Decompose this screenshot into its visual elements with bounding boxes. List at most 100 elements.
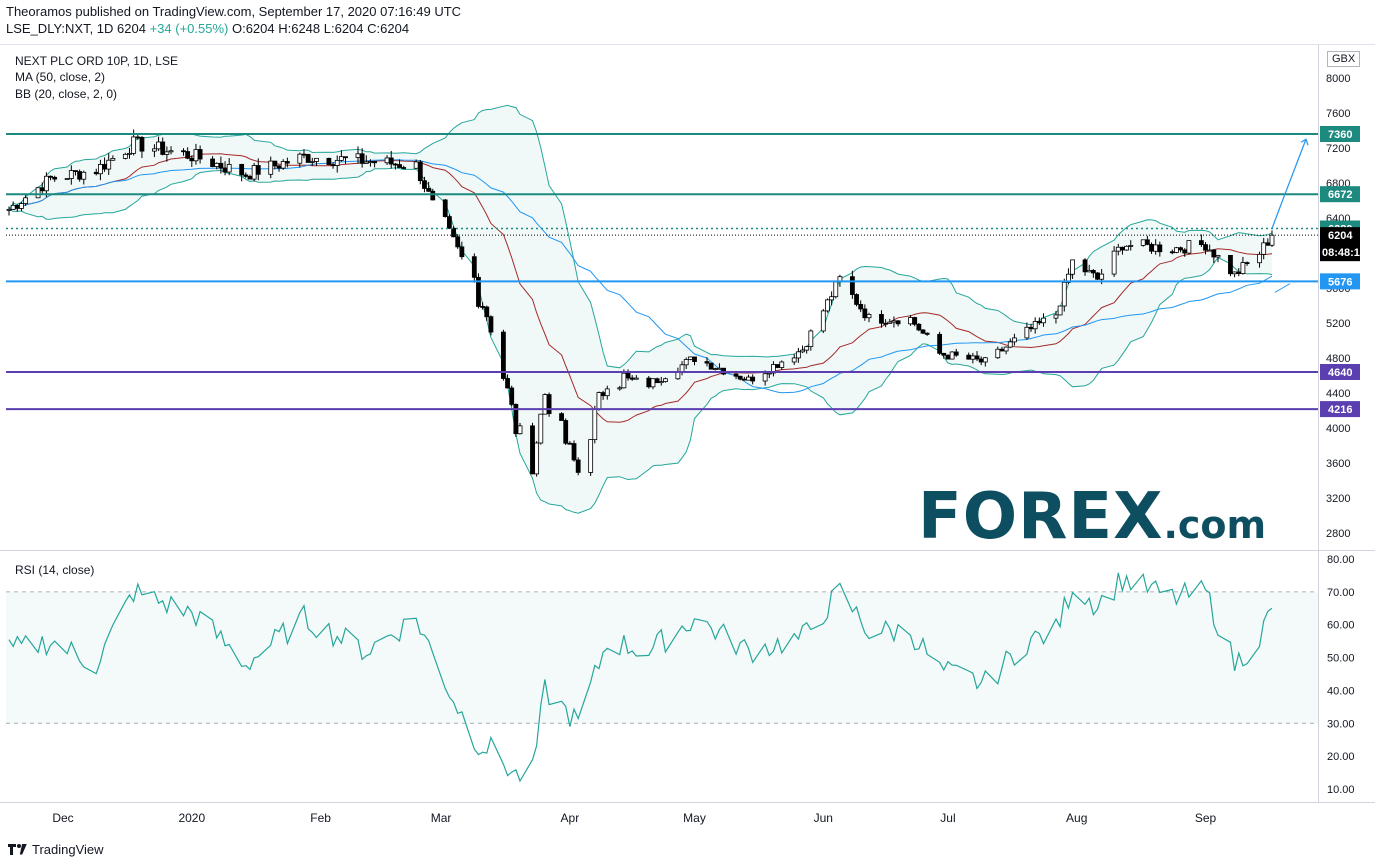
candle-body: [1140, 239, 1146, 246]
candle-body: [451, 227, 456, 238]
candle-body: [1070, 259, 1075, 275]
candle-body: [808, 330, 814, 348]
quote-change: +34 (+0.55%): [149, 21, 232, 36]
candle-body: [1111, 250, 1117, 275]
candle-body: [330, 164, 336, 166]
candle-body: [1028, 326, 1034, 330]
candle-body: [268, 160, 274, 175]
price-tick-label: 4400: [1326, 388, 1350, 400]
candle-body: [210, 158, 215, 167]
candle-body: [392, 163, 398, 166]
forex-logo-text: FOREX: [918, 480, 1164, 554]
candle-body: [1115, 246, 1121, 252]
time-tick-label: Aug: [1066, 811, 1087, 825]
candle-body: [795, 351, 801, 359]
last-price-label: 6204: [1328, 230, 1353, 242]
candle-body: [912, 317, 918, 325]
candle-body: [1120, 246, 1125, 251]
candle-body: [746, 376, 751, 381]
candle-body: [937, 333, 943, 354]
candle-body: [708, 362, 714, 370]
rsi-tick-label: 10.00: [1327, 784, 1355, 796]
time-tick-label: 2020: [178, 811, 205, 825]
candle-body: [401, 167, 407, 169]
rsi-band-fill: [6, 591, 1318, 724]
candle-body: [1057, 305, 1063, 316]
candle-body: [966, 354, 972, 360]
symbol-title[interactable]: NEXT PLC ORD 10P, 1D, LSE: [15, 54, 178, 68]
candle-body: [559, 413, 564, 421]
candle-body: [338, 156, 344, 161]
time-tick-label: Jul: [940, 811, 955, 825]
ma-indicator-label[interactable]: MA (50, close, 2): [15, 70, 106, 84]
price-tick-label: 7200: [1326, 143, 1350, 155]
candle-body: [1157, 244, 1163, 253]
tradingview-footer[interactable]: TradingView: [8, 842, 104, 857]
candle-body: [218, 162, 224, 169]
symbol-quote: LSE_DLY:NXT, 1D 6204 +34 (+0.55%) O:6204…: [6, 21, 409, 36]
candle-body: [1211, 249, 1217, 258]
candle-body: [621, 372, 627, 389]
candle-body: [970, 355, 976, 360]
candle-body: [189, 157, 195, 162]
candle-body: [484, 306, 490, 318]
price-tick-label: 3200: [1326, 493, 1350, 505]
rsi-tick-label: 50.00: [1327, 653, 1355, 665]
candle-body: [160, 141, 166, 155]
candle-body: [1041, 317, 1046, 324]
candle-body: [995, 348, 1001, 359]
candle-body: [596, 392, 602, 410]
level-tag-4216: [1320, 401, 1360, 418]
candle-body: [1024, 326, 1030, 339]
candle-body: [222, 167, 228, 173]
candle-body: [1257, 253, 1262, 264]
candle-body: [1007, 341, 1013, 348]
rsi-indicator-label[interactable]: RSI (14, close): [15, 563, 95, 577]
candle-body: [152, 148, 157, 152]
candle-body: [446, 216, 452, 229]
candle-body: [1066, 273, 1071, 283]
candle-body: [617, 387, 623, 390]
candle-body: [280, 161, 286, 169]
bb-lower-band: [8, 167, 1273, 514]
candle-body: [1149, 244, 1154, 252]
candle-body: [1182, 249, 1188, 254]
candle-body: [255, 165, 261, 175]
candle-body: [1061, 282, 1067, 307]
candle-body: [139, 136, 145, 152]
candle-body: [68, 170, 74, 179]
candle-body: [575, 459, 581, 473]
candle-body: [397, 164, 402, 168]
candle-body: [413, 161, 419, 169]
candle-body: [650, 378, 656, 388]
candle-body: [131, 136, 137, 154]
bb-indicator-label[interactable]: BB (20, close, 2, 0): [15, 87, 118, 101]
candle-body: [1244, 262, 1250, 264]
candle-body: [93, 171, 99, 175]
candle-body: [604, 388, 610, 397]
candle-body: [588, 439, 594, 473]
candle-body: [156, 141, 161, 150]
candle-body: [81, 171, 87, 180]
time-tick-label: Sep: [1195, 811, 1217, 825]
level-label-6672: 6672: [1328, 189, 1352, 201]
candle-body: [517, 425, 523, 435]
currency-badge[interactable]: GBX: [1327, 51, 1361, 67]
candle-body: [1215, 255, 1221, 258]
candle-body: [741, 378, 747, 381]
level-label-4216: 4216: [1328, 404, 1352, 416]
candle-body: [305, 154, 311, 163]
forex-logo-suffix: .com: [1163, 503, 1267, 547]
publish-info: Theoramos published on TradingView.com, …: [6, 4, 462, 19]
time-tick-label: Mar: [431, 811, 452, 825]
rsi-line: [8, 572, 1273, 783]
candle-body: [542, 394, 548, 415]
candle-body: [717, 367, 722, 370]
candle-body: [858, 304, 864, 310]
candle-body: [916, 323, 922, 331]
price-tick-label: 3600: [1326, 458, 1350, 470]
candle-body: [135, 136, 141, 139]
level-tag-5676: [1320, 273, 1360, 290]
candle-body: [982, 357, 988, 363]
